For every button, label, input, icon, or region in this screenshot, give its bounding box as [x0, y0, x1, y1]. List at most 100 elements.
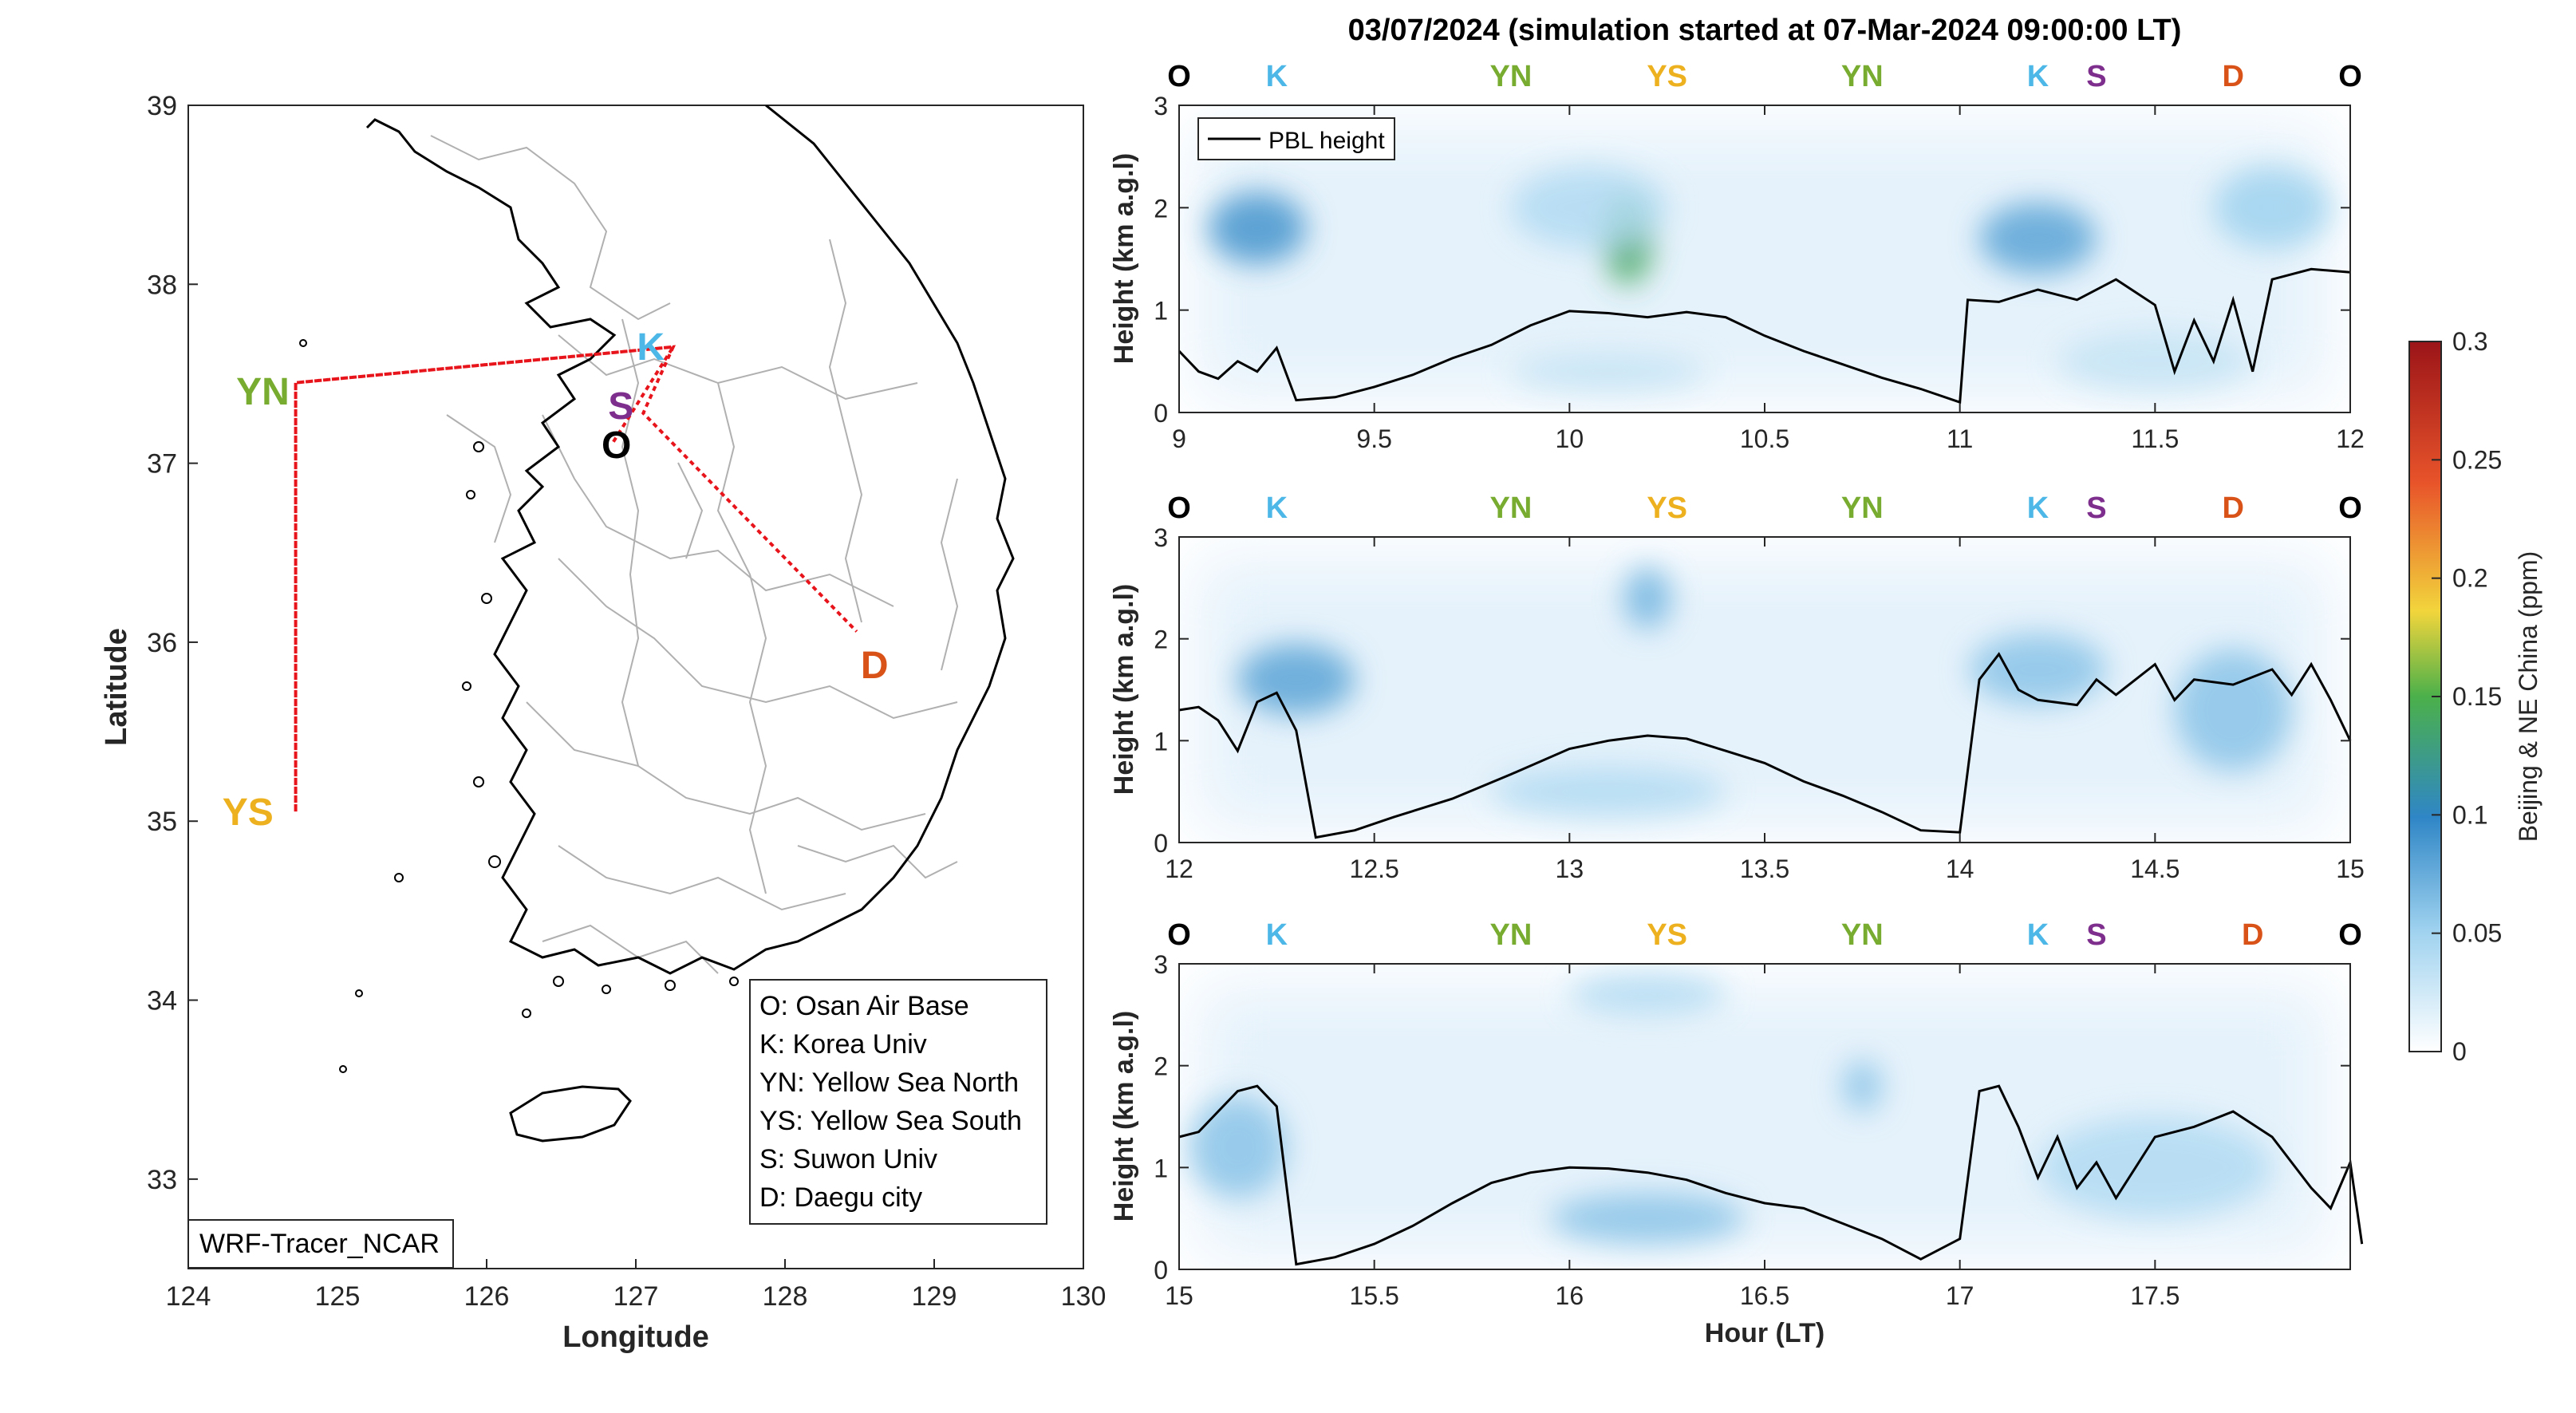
legend-entry: D: Daegu city	[759, 1182, 922, 1213]
site-marker-o: O	[1167, 60, 1191, 93]
x-tick-label: 17.5	[2130, 1281, 2180, 1310]
map-site-ys: YS	[223, 791, 274, 834]
concentration-patch	[2213, 167, 2331, 249]
concentration-patch	[1569, 973, 1726, 1015]
colorbar-tick-label: 0	[2452, 1037, 2467, 1066]
site-marker-d: D	[2222, 60, 2243, 93]
x-tick-label: 11.5	[2131, 424, 2179, 453]
legend-box	[749, 979, 1047, 1225]
sampling-route	[294, 345, 858, 812]
site-legend: O: Osan Air Base K: Korea Univ YN: Yellow …	[749, 979, 1047, 1225]
y-tick-label: 1	[1154, 727, 1168, 756]
islands	[299, 339, 739, 1073]
map-x-tick-label: 130	[1061, 1281, 1107, 1312]
map-x-tick-label: 128	[763, 1281, 808, 1312]
map-y-label: Latitude	[100, 628, 133, 746]
map-site-o: O	[602, 424, 631, 467]
pbl-line-2	[1178, 652, 2352, 839]
pbl-legend: PBL height	[1197, 117, 1395, 160]
map-y-tick-label: 35	[147, 807, 177, 837]
concentration-patch	[1510, 351, 1706, 393]
concentration-patch	[2057, 330, 2253, 393]
concentration-patch	[1623, 567, 1671, 629]
panel-1-y-label: Height (km a.g.l)	[1109, 153, 1139, 364]
pbl-line-1	[1178, 267, 2351, 405]
legend-entry: YS: Yellow Sea South	[759, 1106, 1022, 1136]
map-site-k: K	[637, 326, 665, 369]
concentration-patch	[1491, 766, 1726, 818]
panel-2-haze	[1197, 558, 2329, 830]
map-y-tick-label: 37	[147, 449, 177, 480]
x-tick-label: 14	[1946, 855, 1974, 883]
concentration-patch	[1979, 202, 2097, 274]
x-tick-label: 12	[1165, 855, 1193, 883]
y-tick-label: 0	[1154, 1256, 1168, 1285]
map-y-tick-label: 39	[147, 91, 177, 121]
x-tick-label: 16	[1556, 1281, 1584, 1310]
x-tick-label: 15.5	[1350, 1281, 1399, 1310]
figure-title: 03/07/2024 (simulation started at 07-Mar…	[1348, 14, 2182, 47]
site-marker-k: K	[1266, 918, 1288, 952]
map-x-tick-label: 129	[912, 1281, 957, 1312]
y-tick-label: 1	[1154, 297, 1168, 326]
site-marker-k: K	[1266, 491, 1288, 525]
map-x-tick-label: 125	[315, 1281, 361, 1312]
panel-3-site-labels: O K YN YS YN K S D O	[1167, 918, 2362, 952]
panel-2-concentration	[1237, 567, 2292, 818]
map-x-tick-label: 127	[613, 1281, 659, 1312]
colorbar-tick-label: 0.3	[2452, 327, 2487, 356]
concentration-patch	[2038, 1116, 2273, 1219]
concentration-patch	[1189, 1095, 1287, 1198]
concentration-patch	[1842, 1060, 1882, 1112]
site-marker-o: O	[2338, 491, 2362, 525]
site-marker-ys: YS	[1647, 491, 1687, 525]
colorbar-tick-label: 0.2	[2452, 564, 2487, 593]
concentration-patch	[1549, 1193, 1746, 1245]
x-tick-label: 12	[2336, 424, 2365, 453]
panel-3-concentration	[1189, 973, 2273, 1245]
y-tick-label: 2	[1154, 626, 1168, 654]
map-y-tick-label: 36	[147, 628, 177, 658]
site-marker-ys: YS	[1647, 60, 1687, 93]
curtain-x-label: Hour (LT)	[1705, 1318, 1825, 1348]
y-tick-label: 3	[1154, 950, 1168, 979]
panel-3-axes: 15 15.5 16 16.5 17 17.5 0 1 2 3	[1154, 950, 2350, 1310]
y-tick-label: 0	[1154, 399, 1168, 428]
site-marker-s: S	[2086, 918, 2106, 952]
map-panel: 124 125 126 127 128 129 130 33 34 35 36 37 38 39 O K YN…	[100, 91, 1106, 1354]
x-tick-label: 13	[1556, 855, 1584, 883]
site-marker-s: S	[2086, 491, 2106, 525]
map-x-tick-label: 124	[166, 1281, 211, 1312]
map-site-yn: YN	[236, 371, 290, 413]
legend-entry: S: Suwon Univ	[759, 1144, 937, 1174]
panel-1-site-labels: O K YN YS YN K S D O	[1167, 60, 2362, 93]
model-label-frame	[187, 1219, 454, 1269]
site-marker-k: K	[2027, 60, 2049, 93]
site-marker-yn: YN	[1841, 918, 1884, 952]
model-label: WRF-Tracer_NCAR	[199, 1229, 440, 1259]
panel-1-concentration	[1208, 167, 2331, 393]
site-marker-yn: YN	[1490, 918, 1533, 952]
site-marker-o: O	[1167, 918, 1191, 952]
x-tick-label: 17	[1946, 1281, 1974, 1310]
site-marker-s: S	[2086, 60, 2106, 93]
y-tick-label: 2	[1154, 194, 1168, 223]
x-tick-label: 9	[1172, 424, 1186, 453]
colorbar-ticks: 0 0.05 0.1 0.15 0.2 0.25 0.3	[2432, 327, 2502, 1066]
x-tick-label: 11	[1947, 424, 1973, 453]
y-tick-label: 1	[1154, 1154, 1168, 1182]
map-y-tick-label: 34	[147, 986, 177, 1016]
site-labels: O K YN YS S D	[223, 326, 889, 834]
colorbar-label: Beijing & NE China (ppm)	[2514, 551, 2542, 843]
colorbar-tick-label: 0.1	[2452, 800, 2487, 829]
y-tick-label: 0	[1154, 829, 1168, 858]
x-tick-label: 16.5	[1740, 1281, 1789, 1310]
map-x-tick-label: 126	[464, 1281, 510, 1312]
model-label-box: WRF-Tracer_NCAR	[187, 1219, 454, 1269]
x-tick-label: 13.5	[1740, 855, 1789, 883]
